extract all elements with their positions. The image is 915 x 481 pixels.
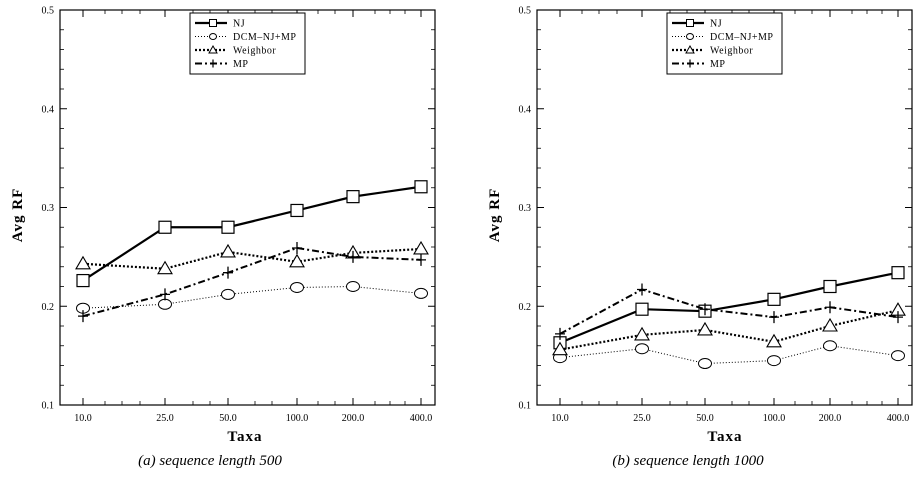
- data-point-s1-5: [823, 279, 837, 294]
- data-point-s1-1: [76, 273, 90, 288]
- legend-marker: [686, 19, 694, 27]
- series-line-4: [82, 246, 422, 318]
- legend-label-3: Weighbor: [233, 46, 276, 57]
- y-tick-label: 0.5: [519, 6, 532, 17]
- x-tick-label: 100.0: [763, 413, 786, 424]
- series-line-3: [82, 247, 422, 270]
- x-tick-label: 50.0: [219, 413, 237, 424]
- data-point-s2-3: [698, 358, 712, 370]
- chart-panel-1: 0.1 0.2 0.3 0.4 0.5 10.0 25.0 50.0 100.0 200.0 400…: [10, 6, 436, 469]
- x-tick-label: 25.0: [156, 413, 174, 424]
- series-line-1: [82, 185, 422, 282]
- data-point-s3-6: [413, 240, 429, 255]
- legend-marker: [209, 19, 217, 27]
- legend-label-4: MP: [233, 59, 248, 70]
- data-point-s1-6: [414, 180, 428, 194]
- y-tick-label: 0.2: [42, 302, 55, 313]
- x-axis-title: Taxa: [227, 429, 262, 445]
- data-point-s3-4: [289, 253, 305, 268]
- legend-marker: [210, 59, 216, 68]
- data-point-s2-5: [346, 281, 360, 292]
- data-point-s4-4: [292, 241, 302, 254]
- legend-label-1: NJ: [233, 19, 245, 30]
- data-point-s3-1: [552, 341, 568, 356]
- y-tick-label: 0.1: [519, 401, 532, 412]
- y-tick-label: 0.5: [42, 6, 55, 17]
- data-point-s3-1: [75, 255, 91, 270]
- legend-marker: [209, 33, 217, 40]
- y-tick-label: 0.2: [519, 302, 532, 313]
- legend: NJ DCM–NJ+MP Weighbor MP: [666, 12, 783, 75]
- data-point-s3-4: [766, 333, 782, 348]
- data-point-s2-2: [158, 298, 172, 310]
- data-point-s2-4: [767, 355, 781, 367]
- legend-label-2: DCM–NJ+MP: [233, 32, 297, 43]
- data-point-s1-4: [767, 292, 781, 306]
- legend-marker: [208, 44, 218, 54]
- y-tick-label: 0.1: [42, 401, 55, 412]
- series-line-4: [559, 288, 899, 335]
- data-point-s2-6: [891, 350, 905, 362]
- data-point-s2-4: [290, 281, 304, 293]
- data-point-s1-6: [891, 266, 905, 280]
- data-point-s2-6: [414, 287, 428, 299]
- data-point-s2-2: [635, 343, 649, 355]
- data-point-s3-5: [822, 317, 838, 332]
- series-line-2: [559, 345, 899, 365]
- data-point-s4-1: [78, 310, 88, 323]
- data-point-s4-2: [637, 283, 647, 296]
- data-point-s1-2: [635, 302, 649, 316]
- data-point-s3-2: [634, 326, 650, 341]
- legend-marker: [686, 33, 694, 40]
- y-tick-label: 0.3: [42, 203, 55, 214]
- x-tick-label: 400.0: [887, 413, 910, 424]
- data-point-s4-4: [769, 311, 779, 324]
- x-tick-label: 50.0: [696, 413, 714, 424]
- x-tick-label: 200.0: [342, 413, 365, 424]
- data-point-s2-5: [823, 340, 837, 352]
- data-point-s4-3: [700, 303, 710, 316]
- x-tick-label: 25.0: [633, 413, 651, 424]
- data-point-s3-2: [157, 260, 173, 275]
- data-point-s4-2: [160, 288, 170, 301]
- chart-panel-2: 0.1 0.2 0.3 0.4 0.5 10.0 25.0 50.0 100.0 200.0 400…: [487, 6, 913, 469]
- legend-label-2: DCM–NJ+MP: [710, 32, 774, 43]
- series-line-3: [559, 309, 899, 351]
- x-tick-label: 100.0: [286, 413, 309, 424]
- x-axis-title: Taxa: [707, 429, 742, 445]
- data-point-s4-5: [348, 250, 358, 263]
- legend-marker: [685, 44, 695, 54]
- legend-label-3: Weighbor: [710, 46, 753, 57]
- series-line-1: [559, 271, 899, 344]
- x-tick-label: 400.0: [410, 413, 433, 424]
- data-point-s1-3: [221, 220, 235, 234]
- x-tick-label: 10.0: [74, 413, 92, 424]
- data-point-s3-3: [220, 243, 236, 258]
- data-point-s2-3: [221, 288, 235, 300]
- data-point-s4-1: [555, 327, 565, 340]
- y-axis-title: Avg RF: [10, 188, 26, 242]
- data-point-s1-5: [346, 190, 360, 204]
- legend-label-4: MP: [710, 59, 725, 70]
- figure-caption: (a) sequence length 500: [138, 453, 282, 469]
- legend-label-1: NJ: [710, 19, 722, 30]
- data-point-s1-4: [290, 203, 304, 218]
- data-point-s3-3: [697, 321, 713, 336]
- figure-caption: (b) sequence length 1000: [612, 453, 764, 469]
- x-tick-label: 10.0: [551, 413, 569, 424]
- legend: NJ DCM–NJ+MP Weighbor MP: [189, 12, 306, 75]
- series-line-2: [82, 285, 422, 309]
- y-tick-label: 0.4: [42, 104, 55, 115]
- legend-marker: [687, 59, 693, 68]
- data-point-s1-2: [158, 220, 172, 234]
- data-point-s4-6: [416, 253, 426, 266]
- data-point-s4-3: [223, 266, 233, 279]
- data-point-s4-6: [893, 311, 903, 324]
- y-tick-label: 0.4: [519, 104, 532, 115]
- y-tick-label: 0.3: [519, 203, 532, 214]
- data-point-s4-5: [825, 301, 835, 314]
- x-tick-label: 200.0: [819, 413, 842, 424]
- y-axis-title: Avg RF: [487, 188, 503, 242]
